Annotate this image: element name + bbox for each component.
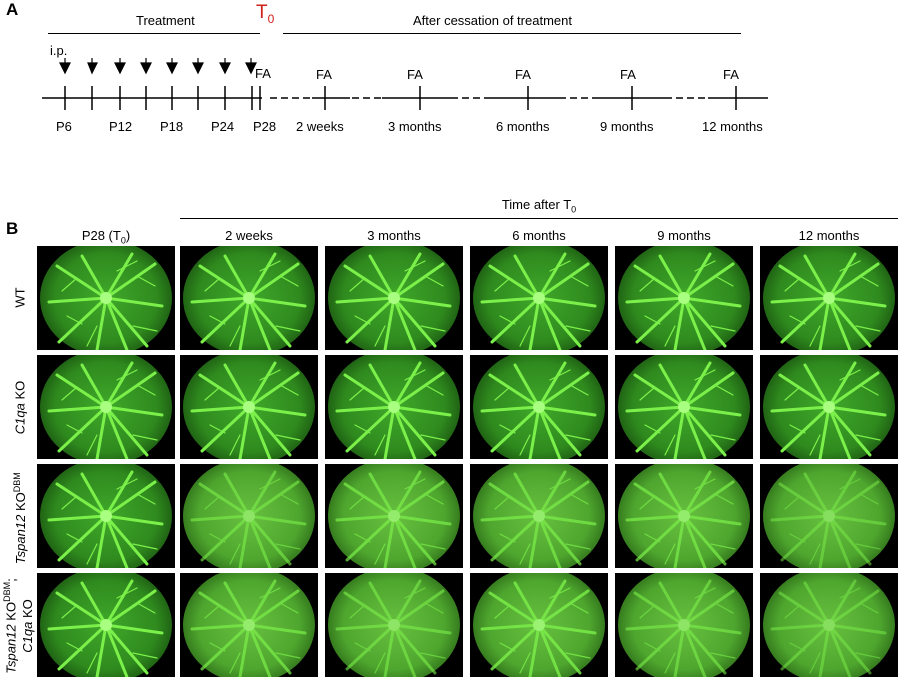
fa-image-tspan12-12m — [760, 464, 898, 568]
column-header-9-months: 9 months — [657, 228, 711, 243]
fa-image-wt-p28 — [37, 246, 175, 350]
fa-image-double-ko-p28 — [37, 573, 175, 677]
fa-image-wt-6m — [470, 246, 608, 350]
column-header-p28: P28 (T0) — [81, 228, 131, 246]
fa-label-p28: FA — [255, 66, 271, 81]
fa-image-c1qa-3m — [325, 355, 463, 459]
fa-image-c1qa-p28 — [37, 355, 175, 459]
row-label-c1qa-ko: C1qa KO — [12, 380, 28, 435]
fa-image-c1qa-9m — [615, 355, 753, 459]
fa-image-wt-2w — [180, 246, 318, 350]
fa-image-tspan12-3m — [325, 464, 463, 568]
treatment-bar — [48, 33, 260, 34]
fa-image-wt-3m — [325, 246, 463, 350]
after-cessation-bar — [283, 33, 741, 34]
panel-b-letter: B — [6, 219, 19, 238]
fa-label-2w: FA — [316, 67, 332, 82]
row-label-wt: WT — [12, 287, 28, 308]
fa-label-12m: FA — [723, 67, 739, 82]
column-header-12-months: 12 months — [798, 228, 860, 243]
column-header-6-months: 6 months — [512, 228, 566, 243]
fa-image-wt-9m — [615, 246, 753, 350]
tick-label-6-months: 6 months — [496, 119, 550, 134]
fa-image-double-ko-9m — [615, 573, 753, 677]
tick-label-p18: P18 — [160, 119, 184, 134]
fa-image-tspan12-2w — [180, 464, 318, 568]
treatment-label: Treatment — [136, 13, 195, 28]
column-header-2-weeks: 2 weeks — [225, 228, 273, 243]
t0-label: T0 — [256, 2, 275, 26]
tick-label-p28: P28 — [253, 119, 277, 134]
after-cessation-label: After cessation of treatment — [413, 13, 572, 28]
fa-image-wt-12m — [760, 246, 898, 350]
fa-image-tspan12-9m — [615, 464, 753, 568]
column-header-3-months: 3 months — [367, 228, 421, 243]
fa-image-double-ko-2w — [180, 573, 318, 677]
fa-label-6m: FA — [515, 67, 531, 82]
panel-a-letter: A — [6, 0, 19, 19]
ip-label: i.p. — [50, 43, 68, 58]
timeline-axis — [42, 58, 768, 110]
tick-label-9-months: 9 months — [600, 119, 654, 134]
fa-label-3m: FA — [407, 67, 423, 82]
tick-label-12-months: 12 months — [702, 119, 763, 134]
fa-image-tspan12-p28 — [37, 464, 175, 568]
fa-image-c1qa-12m — [760, 355, 898, 459]
tick-label-p12: P12 — [109, 119, 133, 134]
tick-label-p6: P6 — [56, 119, 72, 134]
tick-label-2-weeks: 2 weeks — [296, 119, 344, 134]
time-after-bar — [180, 218, 898, 219]
time-after-t0-label: Time after T0 — [501, 197, 577, 215]
fa-image-double-ko-6m — [470, 573, 608, 677]
tick-label-3-months: 3 months — [388, 119, 442, 134]
row-label-tspan12-c1qa-ko: Tspan12 KODBM; C1qa KO — [2, 578, 36, 674]
fa-image-double-ko-12m — [760, 573, 898, 677]
tick-label-p24: P24 — [211, 119, 235, 134]
fa-image-tspan12-6m — [470, 464, 608, 568]
fa-image-c1qa-6m — [470, 355, 608, 459]
fa-image-double-ko-3m — [325, 573, 463, 677]
fa-image-c1qa-2w — [180, 355, 318, 459]
fa-label-9m: FA — [620, 67, 636, 82]
